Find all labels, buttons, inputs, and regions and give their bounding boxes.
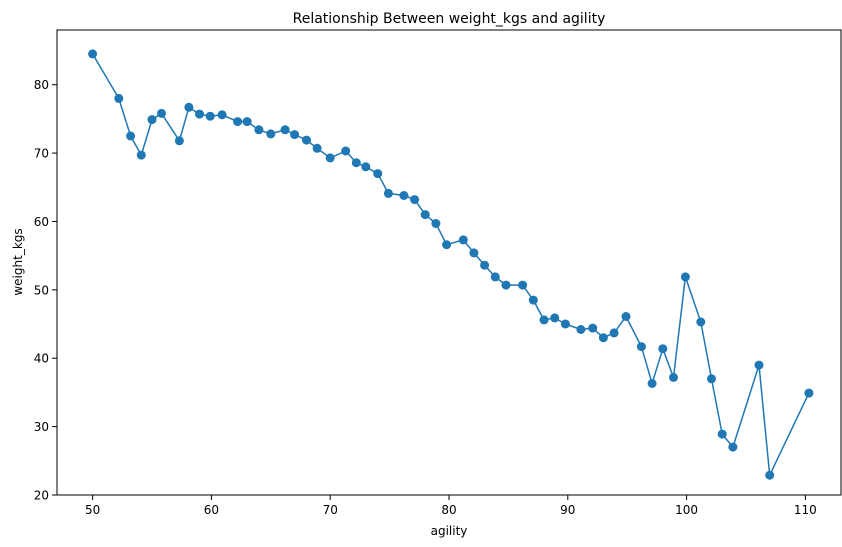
x-axis-label: agility <box>431 524 468 538</box>
x-tick-label: 60 <box>204 503 219 517</box>
data-point <box>254 125 264 135</box>
data-point <box>528 295 538 305</box>
y-tick-label: 80 <box>34 78 49 92</box>
data-point <box>383 188 393 198</box>
x-tick-label: 90 <box>560 503 575 517</box>
data-point <box>410 195 420 205</box>
data-point <box>669 372 678 382</box>
data-point <box>431 219 441 228</box>
data-point <box>680 272 690 282</box>
data-point <box>658 344 668 354</box>
plot-area <box>88 49 814 480</box>
data-point <box>88 49 98 59</box>
data-point <box>114 93 124 103</box>
y-tick-label: 60 <box>34 215 49 229</box>
data-point <box>147 115 157 125</box>
data-point <box>157 108 166 118</box>
data-point <box>501 280 511 290</box>
x-tick-label: 110 <box>794 503 817 517</box>
x-axis: 50 60 70 80 90 100 110 <box>85 495 817 517</box>
data-point <box>373 169 383 179</box>
data-point <box>280 125 290 135</box>
chart-title: Relationship Between weight_kgs and agil… <box>293 11 606 27</box>
data-point <box>696 317 706 327</box>
data-point <box>550 313 560 323</box>
data-point <box>195 109 204 119</box>
data-point <box>576 325 586 334</box>
data-point <box>588 323 598 333</box>
y-tick-label: 20 <box>34 489 49 503</box>
x-tick-label: 100 <box>675 503 698 517</box>
data-point <box>217 110 227 120</box>
plot-frame <box>56 29 842 496</box>
data-point <box>458 235 468 245</box>
data-point <box>341 146 351 156</box>
data-point <box>621 312 631 321</box>
x-tick-label: 50 <box>85 503 100 517</box>
y-axis: 20 30 40 50 60 70 80 <box>34 78 57 503</box>
y-tick-label: 30 <box>34 420 49 434</box>
x-tick-label: 80 <box>441 503 456 517</box>
data-point <box>609 328 619 338</box>
data-point <box>754 360 764 370</box>
data-point <box>399 191 409 200</box>
y-tick-label: 70 <box>34 147 49 161</box>
data-point <box>184 102 194 112</box>
data-point <box>266 129 276 139</box>
data-point <box>290 130 300 140</box>
data-point <box>126 131 136 141</box>
data-point <box>442 240 452 250</box>
data-point <box>469 248 479 258</box>
data-point <box>490 272 500 282</box>
y-axis-label: weight_kgs <box>11 228 25 295</box>
data-point <box>480 260 490 270</box>
data-point <box>302 135 311 145</box>
data-point <box>351 158 361 168</box>
data-point <box>174 136 184 146</box>
data-point <box>518 280 528 290</box>
data-point <box>560 319 570 329</box>
data-point <box>765 470 775 480</box>
x-tick-label: 70 <box>323 503 338 517</box>
data-point <box>539 315 549 325</box>
data-point <box>728 442 738 452</box>
data-point <box>707 374 716 384</box>
data-point <box>312 143 322 153</box>
data-point <box>804 388 814 398</box>
data-point <box>598 333 608 343</box>
data-point <box>233 117 243 127</box>
y-tick-label: 50 <box>34 283 49 297</box>
data-point <box>242 117 252 127</box>
data-point <box>361 162 371 172</box>
data-point <box>205 111 215 121</box>
data-point <box>325 153 335 163</box>
data-point <box>420 210 430 220</box>
data-point <box>136 150 146 160</box>
y-tick-label: 40 <box>34 352 49 366</box>
data-point <box>717 429 727 439</box>
data-point <box>647 379 657 388</box>
data-point <box>636 342 646 352</box>
